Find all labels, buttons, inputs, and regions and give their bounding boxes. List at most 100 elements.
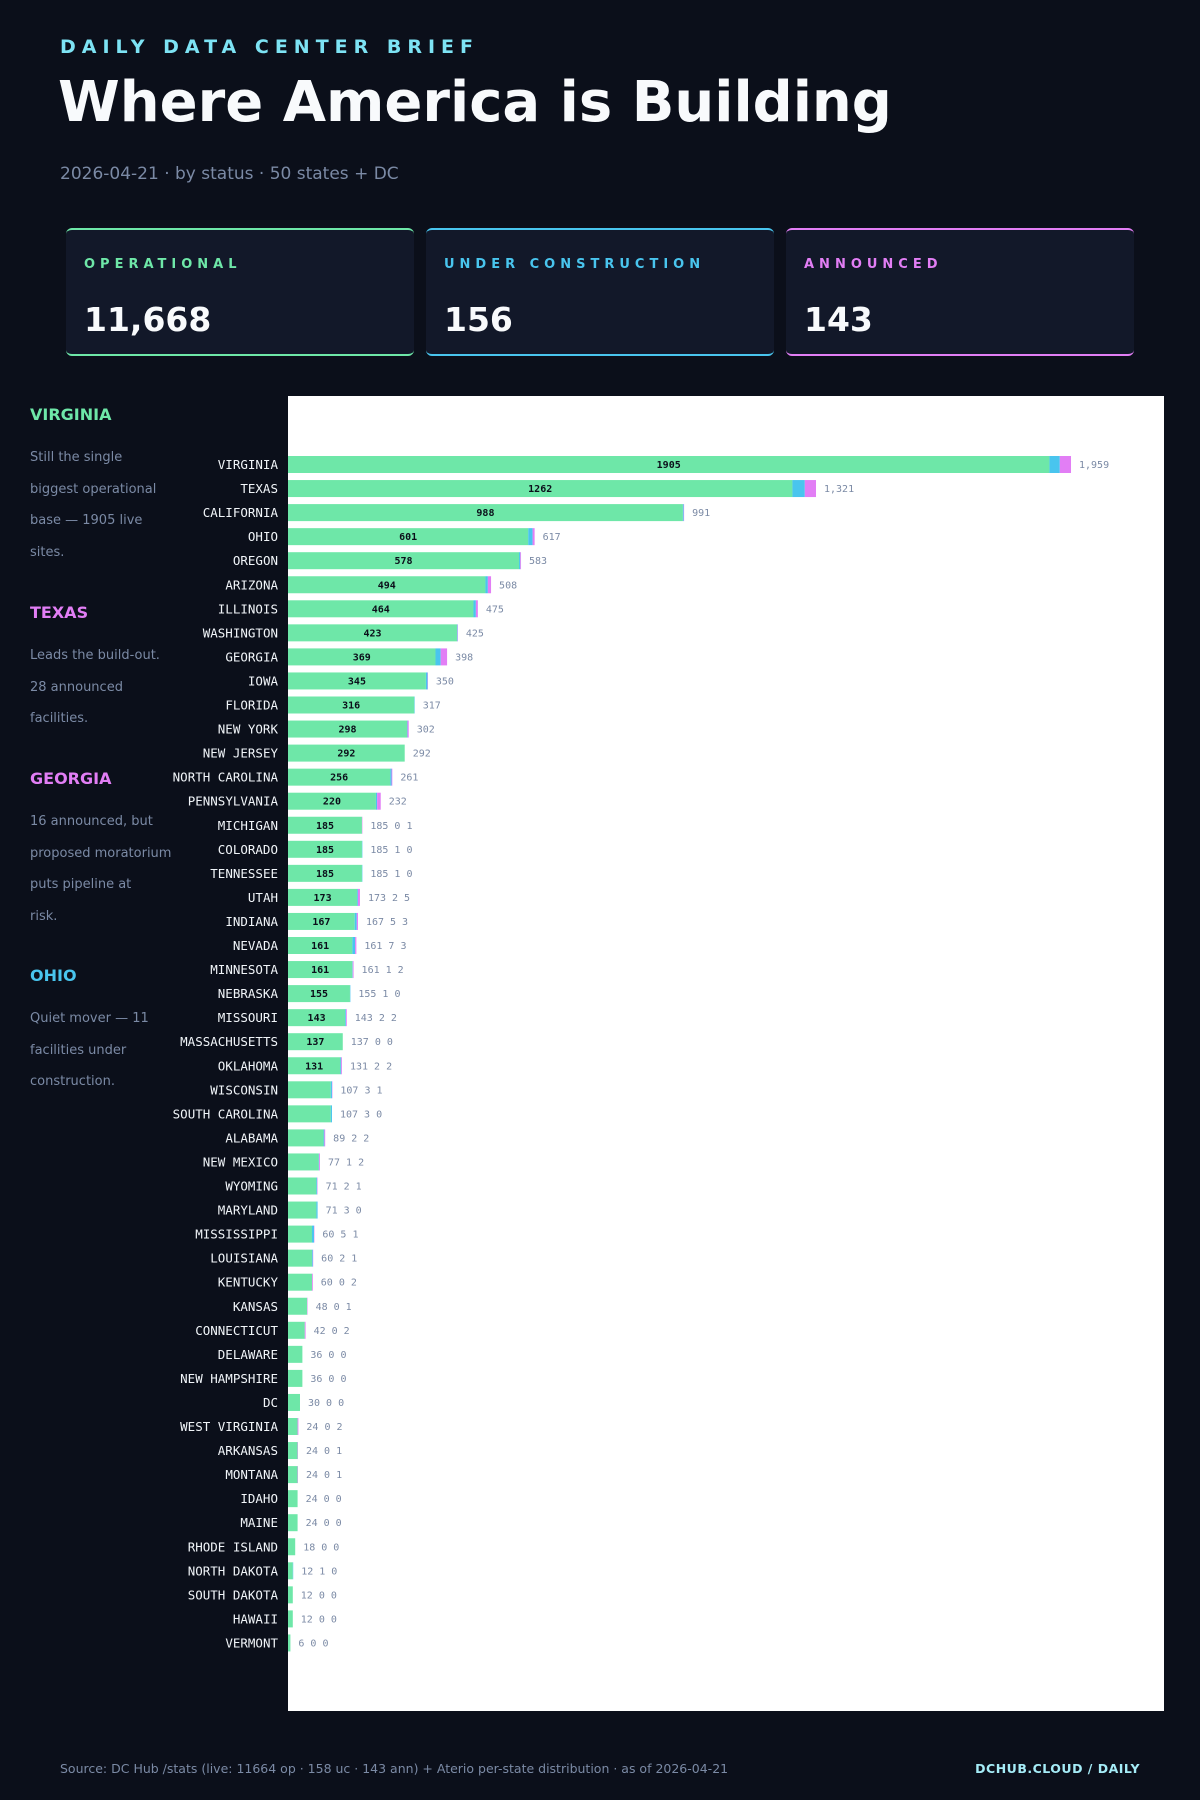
bar-inner-label: 185 xyxy=(316,869,334,880)
bar-total-label: 583 xyxy=(529,556,547,567)
bar-inner-label: 578 xyxy=(394,556,412,567)
bar-op xyxy=(288,1514,298,1532)
bar-total-label: 302 xyxy=(417,725,435,736)
bar-uc xyxy=(792,480,805,498)
bar-total-label: 991 xyxy=(692,508,710,519)
note-line: Still the single xyxy=(30,450,123,465)
bar-uc xyxy=(352,937,356,954)
bar-uc xyxy=(354,912,357,930)
note-body: Still the single biggest operational bas… xyxy=(30,442,190,568)
note-heading: GEORGIA xyxy=(30,769,112,788)
bar-op xyxy=(288,552,520,570)
bar-op xyxy=(288,1081,331,1099)
kpi-label: OPERATIONAL xyxy=(84,257,242,272)
state-label: VIRGINIA xyxy=(218,457,279,472)
note-body: Quiet mover — 11 facilities under constr… xyxy=(30,1003,190,1098)
state-label: IOWA xyxy=(248,673,279,688)
state-label: MICHIGAN xyxy=(218,818,278,833)
kpi-value: 11,668 xyxy=(84,300,212,339)
bar-total-label: 12 1 0 xyxy=(301,1566,337,1577)
bar-total-label: 475 xyxy=(486,604,504,615)
kpi-value: 156 xyxy=(444,300,513,339)
bar-uc xyxy=(357,888,358,906)
bar-ann xyxy=(297,1418,299,1435)
note-heading: VIRGINIA xyxy=(30,405,112,424)
state-label: OREGON xyxy=(233,553,278,568)
note-line: 28 announced xyxy=(30,679,123,695)
bar-total-label: 155 1 0 xyxy=(358,989,400,1000)
bar-op xyxy=(288,1033,343,1051)
bar-total-label: 167 5 3 xyxy=(366,917,408,928)
bar-inner-label: 185 xyxy=(316,821,334,832)
state-label: KANSAS xyxy=(233,1299,278,1314)
bar-ann xyxy=(391,768,393,786)
state-label: KENTUCKY xyxy=(218,1275,279,1290)
state-label: MISSISSIPPI xyxy=(195,1227,278,1242)
bar-inner-label: 185 xyxy=(316,845,334,856)
bar-total-label: 6 0 0 xyxy=(298,1638,328,1649)
bar-total-label: 24 0 1 xyxy=(306,1446,342,1457)
kpi-label: UNDER CONSTRUCTION xyxy=(444,257,706,272)
bar-inner-label: 167 xyxy=(312,917,330,928)
state-label: COLORADO xyxy=(218,842,278,857)
bar-total-label: 36 0 0 xyxy=(310,1374,346,1385)
bar-op xyxy=(288,1393,300,1411)
bar-ann xyxy=(319,1153,320,1171)
note-line: Quiet mover — 11 xyxy=(30,1011,149,1026)
bar-op xyxy=(288,1610,293,1628)
note-line: puts pipeline at xyxy=(30,877,132,892)
brand-link[interactable]: DCHUB.CLOUD / DAILY xyxy=(975,1761,1140,1776)
bar-op xyxy=(288,961,353,979)
state-label: ILLINOIS xyxy=(218,601,278,616)
bar-op xyxy=(288,768,391,786)
bar-total-label: 36 0 0 xyxy=(310,1350,346,1361)
bar-total-label: 617 xyxy=(543,532,561,543)
bar-total-label: 71 2 1 xyxy=(326,1182,362,1193)
bar-inner-label: 298 xyxy=(339,725,357,736)
bar-uc xyxy=(390,768,392,786)
bar-total-label: 107 3 1 xyxy=(340,1085,382,1096)
bar-op xyxy=(288,816,362,834)
note-line: base — 1905 live xyxy=(30,513,143,528)
bar-ann xyxy=(355,937,357,954)
bar-total-label: 24 0 1 xyxy=(306,1470,342,1481)
bar-inner-label: 155 xyxy=(310,989,328,1000)
bar-ann xyxy=(345,1009,347,1027)
bar-total-label: 185 1 0 xyxy=(370,845,412,856)
bar-ann xyxy=(440,648,448,666)
bar-op xyxy=(288,1321,305,1339)
note-heading: OHIO xyxy=(30,966,77,985)
bar-op xyxy=(288,1586,293,1604)
bar-ann xyxy=(304,1321,306,1339)
bar-inner-label: 292 xyxy=(337,749,355,760)
bar-uc xyxy=(316,1201,318,1219)
bar-total-label: 185 0 1 xyxy=(370,821,412,832)
state-label: SOUTH DAKOTA xyxy=(188,1587,279,1602)
state-label: PENNSYLVANIA xyxy=(188,794,279,809)
bar-total-label: 131 2 2 xyxy=(350,1061,392,1072)
state-label: RHODE ISLAND xyxy=(188,1539,278,1554)
bar-op xyxy=(288,1201,317,1219)
bar-uc xyxy=(345,1009,346,1027)
state-label: DC xyxy=(263,1395,278,1410)
kpi-value: 143 xyxy=(804,300,873,339)
bar-ann xyxy=(804,480,817,498)
note-line: risk. xyxy=(30,908,58,924)
bar-uc xyxy=(340,1057,342,1075)
note-line: 16 announced, but xyxy=(30,814,153,829)
bar-total-label: 107 3 0 xyxy=(340,1109,382,1120)
note-line: proposed moratorium xyxy=(30,845,172,861)
bar-total-label: 24 0 0 xyxy=(306,1494,342,1505)
bar-uc xyxy=(330,1081,332,1099)
bar-op xyxy=(288,600,474,618)
bar-op xyxy=(288,672,426,690)
bar-uc xyxy=(311,1225,314,1243)
bar-total-label: 24 0 2 xyxy=(306,1422,342,1433)
bar-total-label: 12 0 0 xyxy=(301,1590,337,1601)
bar-op xyxy=(288,1538,296,1556)
bar-total-label: 1,321 xyxy=(824,484,854,495)
bar-uc xyxy=(311,1249,313,1267)
state-label: NEW MEXICO xyxy=(203,1154,278,1169)
bar-op xyxy=(288,1297,308,1315)
bar-inner-label: 161 xyxy=(311,965,329,976)
